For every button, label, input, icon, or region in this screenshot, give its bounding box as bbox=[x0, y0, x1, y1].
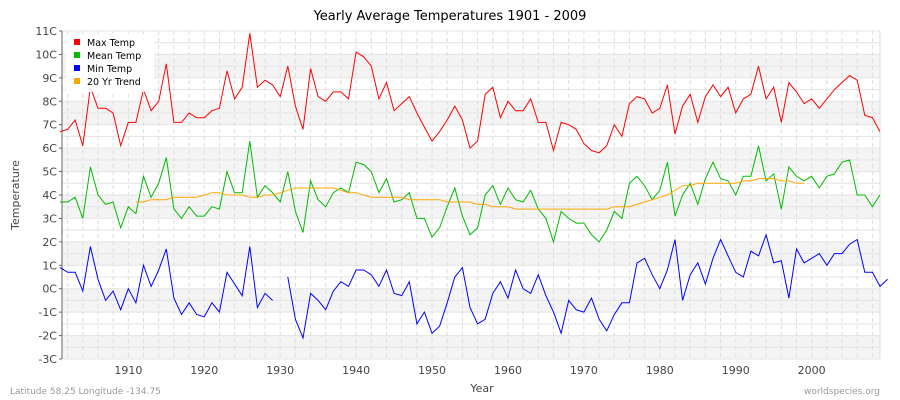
y-tick-label: 0C bbox=[42, 283, 57, 296]
legend-swatch bbox=[74, 65, 80, 71]
x-tick-label: 2000 bbox=[798, 364, 826, 377]
y-tick-label: 5C bbox=[42, 166, 57, 179]
x-tick-label: 1980 bbox=[646, 364, 674, 377]
y-tick-label: -3C bbox=[38, 353, 57, 366]
chart-title: Yearly Average Temperatures 1901 - 2009 bbox=[313, 9, 587, 24]
y-tick-label: 8C bbox=[42, 95, 57, 108]
y-tick-label: 4C bbox=[42, 189, 57, 202]
x-axis-label: Year bbox=[469, 382, 494, 395]
y-tick-label: 1C bbox=[42, 259, 57, 272]
legend-swatch bbox=[74, 39, 80, 45]
y-axis-ticks: -3C -2C -1C 0C 1C 2C 3C 4C 5C 6C 7C 8C 9C 10C 11C bbox=[35, 25, 62, 366]
y-tick-label: 2C bbox=[42, 236, 57, 249]
series-line-max-temp bbox=[59, 33, 881, 154]
legend: Max Temp Mean Temp Min Temp 20 Yr Trend bbox=[66, 34, 154, 92]
y-tick-label: 6C bbox=[42, 142, 57, 155]
legend-label: Min Temp bbox=[87, 64, 132, 75]
x-tick-label: 1950 bbox=[418, 364, 446, 377]
series-line-min-temp bbox=[287, 233, 888, 340]
y-tick-label: 7C bbox=[42, 119, 57, 132]
y-tick-label: 9C bbox=[42, 72, 57, 85]
legend-label: Max Temp bbox=[87, 38, 135, 49]
series-lines bbox=[59, 33, 888, 340]
y-axis-label: Temperature bbox=[9, 160, 22, 231]
x-tick-label: 1910 bbox=[114, 364, 142, 377]
x-tick-label: 1940 bbox=[342, 364, 370, 377]
series-line-mean-temp bbox=[60, 141, 881, 244]
y-tick-label: -2C bbox=[38, 330, 57, 343]
legend-swatch bbox=[74, 52, 80, 58]
series-line-min-temp bbox=[59, 246, 273, 318]
source-label: worldspecies.org bbox=[804, 387, 880, 397]
y-tick-label: 3C bbox=[42, 212, 57, 225]
grid-lines bbox=[62, 30, 880, 360]
y-tick-label: 11C bbox=[35, 25, 57, 38]
x-tick-label: 1920 bbox=[190, 364, 218, 377]
x-tick-label: 1930 bbox=[266, 364, 294, 377]
location-label: Latitude 58.25 Longitude -134.75 bbox=[10, 387, 161, 397]
series-line-20-yr-trend bbox=[135, 178, 805, 210]
y-tick-label: 10C bbox=[35, 48, 57, 61]
x-tick-label: 1990 bbox=[722, 364, 750, 377]
x-tick-label: 1960 bbox=[494, 364, 522, 377]
legend-label: 20 Yr Trend bbox=[87, 77, 141, 88]
legend-label: Mean Temp bbox=[87, 51, 141, 62]
legend-swatch bbox=[74, 78, 80, 84]
x-tick-label: 1970 bbox=[570, 364, 598, 377]
y-tick-label: -1C bbox=[38, 306, 57, 319]
x-axis-ticks: 1910 1920 1930 1940 1950 1960 1970 1980 1990 2000 bbox=[114, 364, 825, 377]
